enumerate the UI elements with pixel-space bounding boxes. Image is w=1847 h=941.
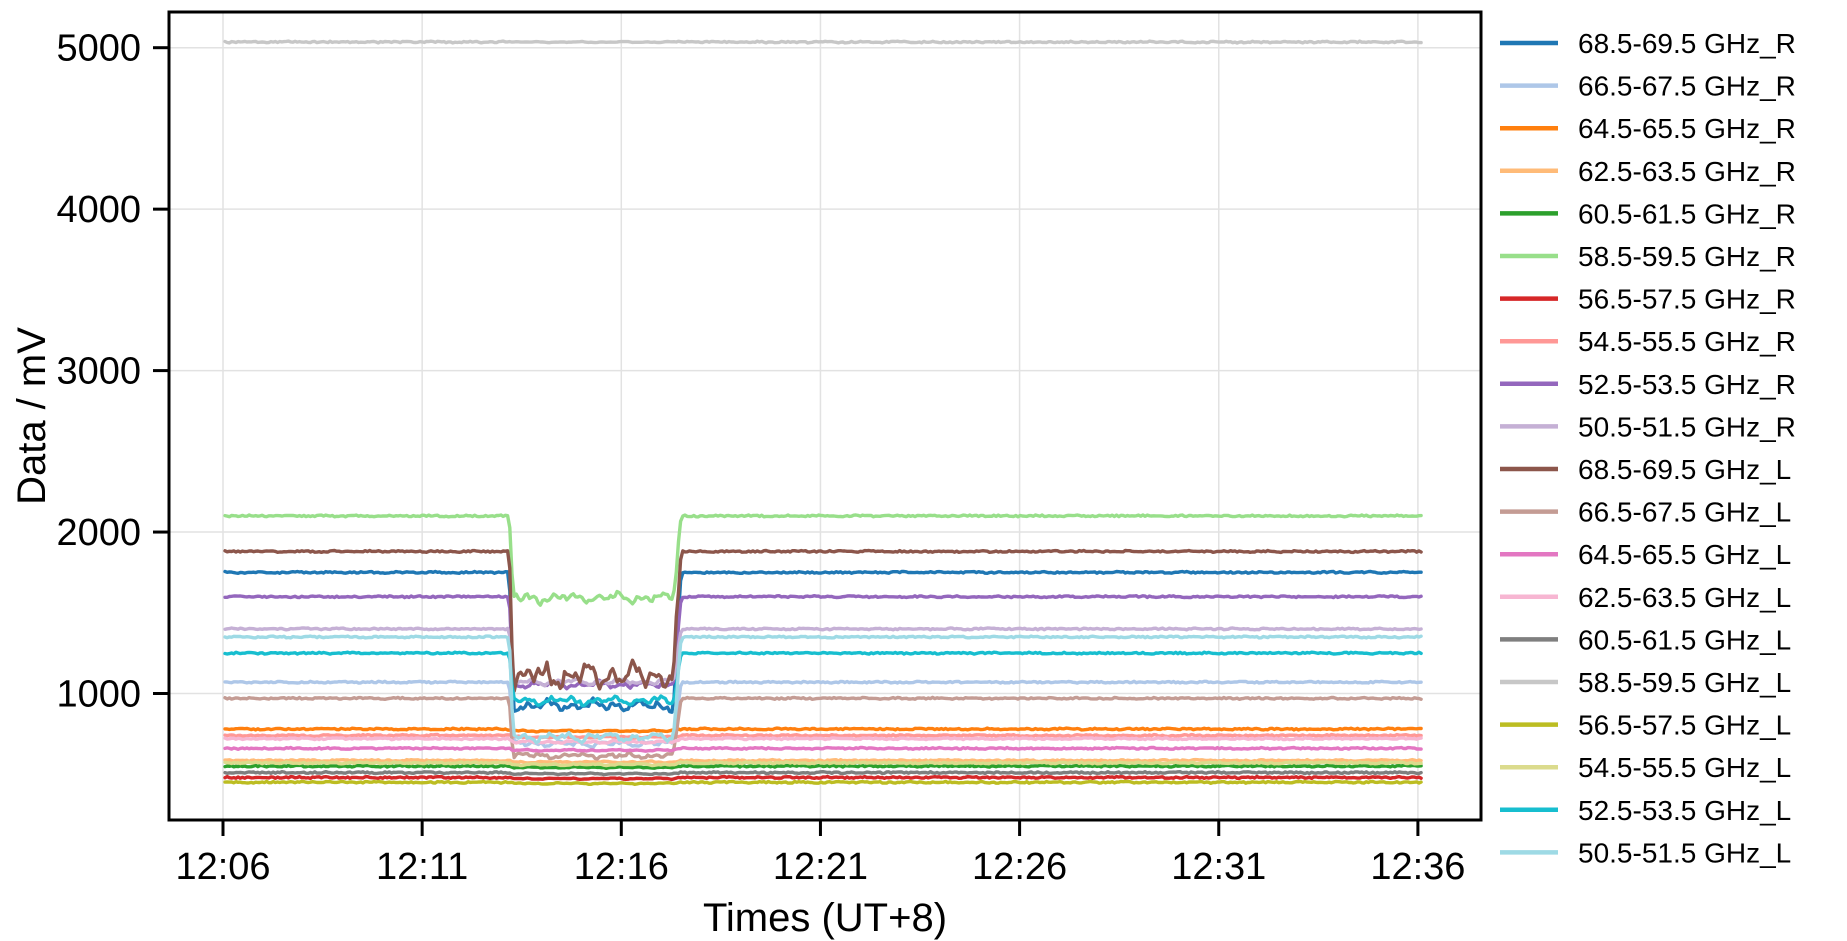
legend-item-label: 66.5-67.5 GHz_R (1578, 71, 1796, 102)
legend-item: 66.5-67.5 GHz_R (1500, 71, 1796, 102)
series-line-66.5-67.5-GHz_L (223, 695, 1423, 761)
series-line-58.5-59.5-GHz_L (223, 39, 1423, 45)
legend-item: 64.5-65.5 GHz_R (1500, 113, 1796, 144)
series-line-62.5-63.5-GHz_R (223, 757, 1423, 765)
legend-item: 50.5-51.5 GHz_R (1500, 411, 1796, 442)
x-tick-label: 12:31 (1171, 846, 1266, 888)
legend-item-label: 52.5-53.5 GHz_R (1578, 369, 1796, 400)
series-line-52.5-53.5-GHz_L (223, 650, 1423, 708)
legend-item-label: 68.5-69.5 GHz_R (1578, 28, 1796, 59)
series-line-66.5-67.5-GHz_R (223, 679, 1423, 750)
legend-item-label: 50.5-51.5 GHz_R (1578, 411, 1796, 442)
legend-item-label: 58.5-59.5 GHz_R (1578, 241, 1796, 272)
legend-item: 62.5-63.5 GHz_L (1500, 582, 1791, 613)
x-tick-label: 12:36 (1370, 846, 1465, 888)
x-axis-label: Times (UT+8) (703, 896, 947, 940)
legend-item: 58.5-59.5 GHz_L (1500, 667, 1791, 698)
y-tick-label: 2000 (56, 512, 141, 554)
legend-item-label: 62.5-63.5 GHz_R (1578, 156, 1796, 187)
series-line-56.5-57.5-GHz_L (223, 779, 1423, 786)
legend-item: 64.5-65.5 GHz_L (1500, 539, 1791, 570)
legend-item: 54.5-55.5 GHz_R (1500, 326, 1796, 357)
legend-item-label: 56.5-57.5 GHz_L (1578, 710, 1791, 741)
series-line-56.5-57.5-GHz_R (223, 774, 1423, 782)
series-line-52.5-53.5-GHz_R (223, 594, 1423, 691)
series-line-68.5-69.5-GHz_R (223, 569, 1423, 714)
plot-border (167, 10, 1483, 822)
legend-item-label: 66.5-67.5 GHz_L (1578, 497, 1791, 528)
legend-item-label: 56.5-57.5 GHz_R (1578, 284, 1796, 315)
legend-item-label: 60.5-61.5 GHz_R (1578, 198, 1796, 229)
series-line-50.5-51.5-GHz_R (223, 626, 1423, 688)
axis-ticks (153, 46, 1420, 836)
y-tick-labels: 1000 2000 3000 4000 5000 (56, 28, 141, 716)
legend-item: 68.5-69.5 GHz_L (1500, 454, 1791, 485)
legend-item: 50.5-51.5 GHz_L (1500, 837, 1791, 868)
series-line-58.5-59.5-GHz_R (223, 513, 1423, 607)
series-line-60.5-61.5-GHz_L (223, 770, 1423, 777)
legend-item: 58.5-59.5 GHz_R (1500, 241, 1796, 272)
series-line-64.5-65.5-GHz_L (223, 745, 1423, 753)
gridlines (169, 12, 1481, 820)
series-line-68.5-69.5-GHz_L (223, 548, 1423, 693)
legend-item: 56.5-57.5 GHz_R (1500, 284, 1796, 315)
series-line-62.5-63.5-GHz_L (223, 736, 1423, 745)
legend-item-label: 50.5-51.5 GHz_L (1578, 837, 1791, 868)
x-tick-label: 12:11 (376, 846, 468, 888)
legend-item-label: 62.5-63.5 GHz_L (1578, 582, 1791, 613)
legend-item-label: 68.5-69.5 GHz_L (1578, 454, 1791, 485)
legend-item: 54.5-55.5 GHz_L (1500, 752, 1791, 783)
legend-item: 62.5-63.5 GHz_R (1500, 156, 1796, 187)
series-line-64.5-65.5-GHz_R (223, 726, 1423, 734)
legend-item-label: 60.5-61.5 GHz_L (1578, 624, 1791, 655)
legend-item: 56.5-57.5 GHz_L (1500, 710, 1791, 741)
legend-item-label: 64.5-65.5 GHz_L (1578, 539, 1791, 570)
legend-item-label: 64.5-65.5 GHz_R (1578, 113, 1796, 144)
y-tick-label: 1000 (56, 674, 141, 716)
y-tick-label: 4000 (56, 189, 141, 231)
series-line-54.5-55.5-GHz_R (223, 732, 1423, 740)
series-line-50.5-51.5-GHz_L (223, 634, 1423, 745)
y-axis-label: Data / mV (10, 327, 54, 505)
series-lines (223, 39, 1423, 786)
x-tick-label: 12:16 (574, 846, 669, 888)
legend-item: 60.5-61.5 GHz_R (1500, 198, 1796, 229)
series-line-54.5-55.5-GHz_L (223, 760, 1423, 768)
x-tick-label: 12:06 (175, 846, 270, 888)
x-tick-label: 12:21 (773, 846, 868, 888)
x-tick-label: 12:26 (972, 846, 1067, 888)
legend-item-label: 58.5-59.5 GHz_L (1578, 667, 1791, 698)
series-line-60.5-61.5-GHz_R (223, 763, 1423, 770)
legend-item: 68.5-69.5 GHz_R (1500, 28, 1796, 59)
legend-item-label: 54.5-55.5 GHz_L (1578, 752, 1791, 783)
legend-item-label: 54.5-55.5 GHz_R (1578, 326, 1796, 357)
legend-item: 66.5-67.5 GHz_L (1500, 497, 1791, 528)
legend-item: 60.5-61.5 GHz_L (1500, 624, 1791, 655)
y-tick-label: 5000 (56, 28, 141, 70)
legend-item: 52.5-53.5 GHz_L (1500, 795, 1791, 826)
legend: 68.5-69.5 GHz_R 66.5-67.5 GHz_R 64.5-65.5 … (1500, 28, 1796, 868)
y-tick-label: 3000 (56, 351, 141, 393)
x-tick-labels: 12:06 12:11 12:16 12:21 12:26 12:31 12:36 (175, 846, 1465, 888)
legend-item: 52.5-53.5 GHz_R (1500, 369, 1796, 400)
legend-item-label: 52.5-53.5 GHz_L (1578, 795, 1791, 826)
